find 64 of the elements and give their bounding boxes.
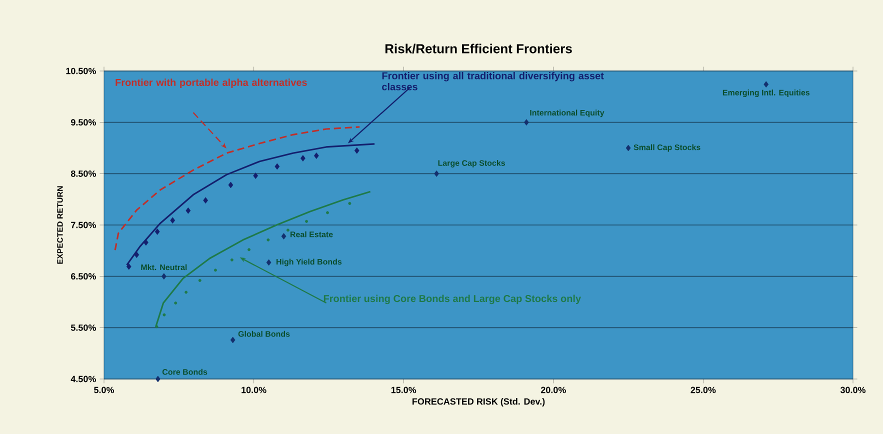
point bbox=[184, 290, 188, 294]
point bbox=[300, 155, 306, 162]
annotation: High Yield Bonds bbox=[276, 258, 342, 266]
x-tick-label: 25.0% bbox=[690, 386, 716, 394]
point bbox=[186, 207, 191, 214]
point bbox=[305, 220, 308, 223]
annotation: Large Cap Stocks bbox=[438, 160, 506, 168]
point bbox=[228, 182, 234, 188]
point bbox=[434, 170, 440, 177]
text: Frontier with portable alpha alternatives bbox=[116, 78, 307, 88]
chart-title: Risk/Return Efficient Frontiers bbox=[385, 44, 572, 54]
annotation: Core Bonds bbox=[162, 368, 208, 375]
point bbox=[348, 202, 352, 205]
point bbox=[764, 81, 769, 88]
point bbox=[203, 197, 208, 204]
point bbox=[354, 147, 360, 154]
point bbox=[266, 259, 272, 266]
x-tick-label: 10.0% bbox=[242, 386, 266, 394]
point bbox=[230, 258, 234, 262]
point bbox=[524, 119, 529, 126]
point bbox=[326, 211, 330, 214]
annotation: Real Estate bbox=[290, 231, 333, 238]
point bbox=[248, 248, 251, 252]
y-tick-label: 10.50% bbox=[66, 68, 96, 74]
y-tick-label: 6.50% bbox=[71, 273, 96, 280]
point bbox=[162, 313, 166, 316]
annotation: Global Bonds bbox=[238, 330, 290, 337]
point bbox=[253, 172, 258, 179]
y-axis-title: EXPECTED RETURN bbox=[57, 186, 63, 264]
point bbox=[281, 233, 286, 240]
x-tick-label: 15.0% bbox=[391, 386, 416, 394]
y-tick-label: 4.50% bbox=[70, 376, 96, 382]
x-tick-label: 20.0% bbox=[540, 386, 566, 394]
point bbox=[198, 278, 202, 282]
point bbox=[626, 144, 631, 152]
line-series bbox=[114, 126, 360, 251]
point bbox=[155, 376, 160, 382]
text: Frontier using all traditional diversifying asset classes bbox=[382, 72, 604, 90]
point bbox=[174, 302, 178, 305]
y-tick-label: 5.50% bbox=[70, 324, 96, 331]
point bbox=[170, 217, 176, 224]
point bbox=[154, 228, 160, 235]
point bbox=[144, 239, 148, 246]
annotation: Emerging Intl. Equities bbox=[722, 90, 810, 98]
point bbox=[230, 336, 236, 344]
x-axis-title: FORECASTED RISK (Std. Dev.) bbox=[412, 398, 545, 406]
point bbox=[274, 163, 280, 170]
annotation: Mkt. Neutral bbox=[141, 264, 187, 270]
point bbox=[161, 273, 166, 280]
point bbox=[314, 152, 319, 159]
x-tick-label: 5.0% bbox=[94, 386, 114, 394]
x-tick-label: 30.0% bbox=[840, 386, 866, 394]
text: Frontier using Core Bonds and Large Cap Stocks only bbox=[324, 294, 582, 304]
y-tick-label: 9.50% bbox=[70, 119, 96, 126]
point bbox=[286, 228, 290, 232]
point bbox=[126, 263, 132, 270]
y-tick-label: 7.50% bbox=[71, 222, 96, 228]
y-tick-label: 8.50% bbox=[70, 170, 96, 177]
point bbox=[266, 238, 270, 242]
point bbox=[155, 325, 158, 328]
point bbox=[134, 252, 140, 258]
annotation: International Equity bbox=[530, 110, 604, 118]
point bbox=[214, 268, 217, 272]
annotation: Small Cap Stocks bbox=[634, 144, 700, 152]
